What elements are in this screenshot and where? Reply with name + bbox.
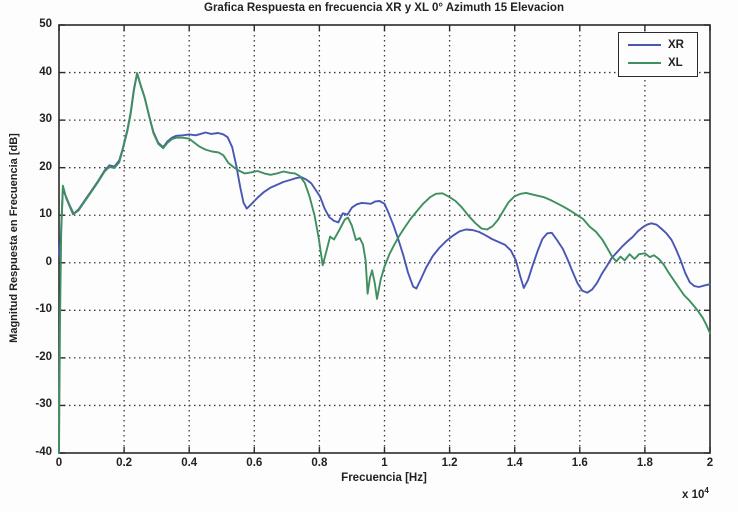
x-tick-label: 0.2 xyxy=(116,457,133,469)
curve-xl xyxy=(58,72,711,454)
y-tick-label: 0 xyxy=(45,255,52,268)
legend-label-xr: XR xyxy=(668,39,684,51)
x-tick-label: 0.8 xyxy=(311,457,328,469)
legend: XR XL xyxy=(618,32,698,77)
legend-entry-xr: XR xyxy=(619,36,697,54)
x-tick-label: 0.4 xyxy=(181,457,198,469)
exponent-power: 4 xyxy=(704,486,709,495)
x-axis-label: Frecuencia [Hz] xyxy=(341,472,427,484)
y-tick-label: 30 xyxy=(39,113,52,126)
x-tick-label: 1 xyxy=(381,457,388,469)
x-tick-label: 1.6 xyxy=(571,457,588,469)
x-tick-label: 1.8 xyxy=(636,457,653,469)
y-tick-label: -10 xyxy=(35,303,52,316)
x-axis-exponent: x 104 xyxy=(682,486,709,501)
y-tick-label: 20 xyxy=(39,160,52,173)
x-tick-label: 1.2 xyxy=(441,457,458,469)
y-tick-label: 50 xyxy=(39,18,52,30)
y-tick-label: -40 xyxy=(35,446,52,458)
x-tick-label: 0.6 xyxy=(246,457,263,469)
y-tick-label: 10 xyxy=(39,208,52,221)
exponent-base: x 10 xyxy=(682,488,705,501)
x-tick-label: 2 xyxy=(706,457,714,469)
x-tick-label: 1.4 xyxy=(506,457,523,469)
xr-line-sample xyxy=(628,44,661,46)
y-tick-label: 40 xyxy=(39,65,52,78)
y-tick-label: -20 xyxy=(35,350,52,363)
x-tick-label: 0 xyxy=(55,457,63,469)
plot-box xyxy=(58,24,711,454)
xl-line-sample xyxy=(628,62,661,64)
chart-title: Grafica Respuesta en frecuencia XR y XL … xyxy=(204,2,564,14)
legend-label-xl: XL xyxy=(668,57,683,69)
y-tick-label: -30 xyxy=(35,398,52,411)
legend-entry-xl: XL xyxy=(619,54,697,72)
